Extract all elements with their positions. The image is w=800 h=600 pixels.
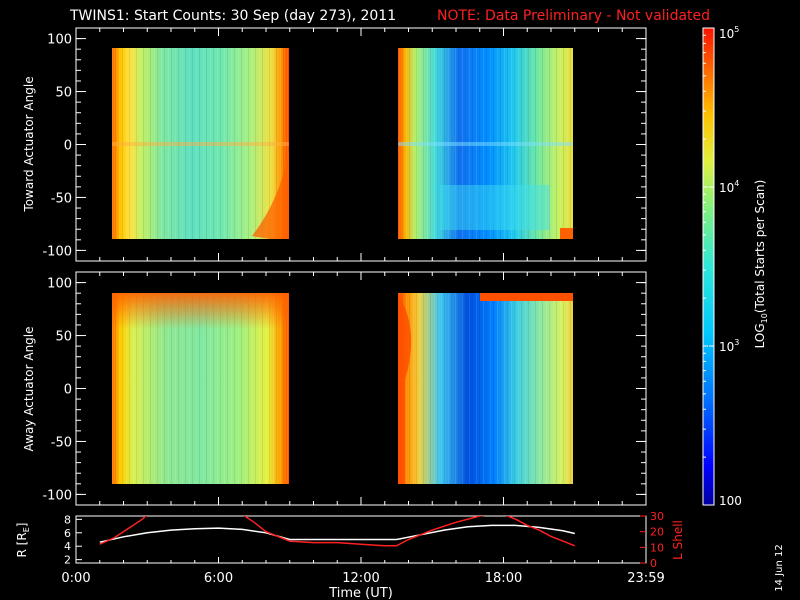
colorbar-tick-label: 105 — [719, 25, 739, 41]
toward-ytick-label: -50 — [51, 191, 72, 206]
away-top-band — [480, 293, 573, 301]
preliminary-note: NOTE: Data Preliminary - Not validated — [437, 8, 710, 24]
colorbar-ticks: 105 104 103 100 — [703, 25, 742, 508]
colorbar: 105 104 103 100 LOG10(Total Starts per Scan… — [702, 25, 769, 508]
away-ytick-label: 50 — [55, 330, 72, 345]
series-r-line — [99, 524, 575, 543]
time-tick-label: 23:59 — [627, 571, 664, 586]
time-tick-label: 18:00 — [485, 571, 522, 586]
away-segment-2-texture — [398, 293, 573, 484]
away-ytick-label: -50 — [51, 435, 72, 450]
colorbar-tick-label: 104 — [719, 179, 739, 195]
time-tick-label: 12:00 — [342, 571, 379, 586]
away-yaxis: 100 50 0 -50 -100 — [42, 272, 647, 505]
lshell-axis-label: L Shell — [671, 520, 685, 560]
away-panel: Away Actuator Angle 100 50 0 -50 -100 — [22, 271, 647, 506]
time-tick-label: 6:00 — [204, 571, 233, 586]
toward-edge-feature — [252, 150, 289, 239]
toward-panel: Toward Actuator Angle 100 50 0 -50 -100 — [22, 27, 647, 262]
away-ytick-label: 0 — [64, 383, 72, 398]
colorbar-label: LOG10(Total Starts per Scan) — [753, 180, 769, 349]
toward-ytick-label: 0 — [64, 139, 72, 154]
toward-cyan-patch — [440, 185, 550, 230]
orbit-lines — [99, 516, 576, 547]
away-ytick-label: -100 — [42, 488, 72, 503]
radius-tick-label: 6 — [64, 527, 71, 540]
toward-ytick-label: 100 — [47, 33, 72, 48]
away-ylabel: Away Actuator Angle — [22, 326, 36, 451]
time-tick-label: 0:00 — [61, 571, 90, 586]
x-axis-label: Time (UT) — [328, 586, 393, 600]
lshell-tick-label: 20 — [650, 526, 664, 539]
away-heatmap — [112, 293, 573, 484]
date-stamp: 14 Jun 12 — [774, 544, 785, 591]
away-ytick-label: 100 — [47, 277, 72, 292]
away-high-angle-band — [112, 293, 289, 329]
radius-tick-label: 2 — [64, 554, 71, 567]
away-edge-feature — [398, 293, 412, 484]
lshell-tick-label: 10 — [650, 541, 664, 554]
toward-ytick-label: 50 — [55, 86, 72, 101]
toward-corner-feature — [560, 228, 573, 239]
toward-ytick-label: -100 — [42, 244, 72, 259]
colorbar-tick-label: 103 — [719, 338, 739, 354]
toward-zero-band-1 — [112, 142, 289, 146]
series-l-shell-line — [99, 516, 576, 547]
chart-title: TWINS1: Start Counts: 30 Sep (day 273), … — [69, 8, 396, 24]
toward-ylabel: Toward Actuator Angle — [22, 76, 36, 212]
toward-zero-band-2 — [398, 142, 573, 146]
colorbar-gradient — [702, 27, 715, 506]
radius-tick-label: 4 — [64, 540, 71, 553]
radius-tick-label: 8 — [64, 513, 71, 526]
colorbar-tick-label: 100 — [719, 494, 742, 508]
radius-axis-label: R [RE] — [15, 523, 31, 558]
lshell-tick-label: 30 — [650, 510, 664, 523]
lshell-tick-label: 0 — [650, 557, 657, 570]
toward-heatmap — [112, 48, 573, 239]
toward-yaxis: 100 50 0 -50 -100 — [42, 28, 647, 261]
